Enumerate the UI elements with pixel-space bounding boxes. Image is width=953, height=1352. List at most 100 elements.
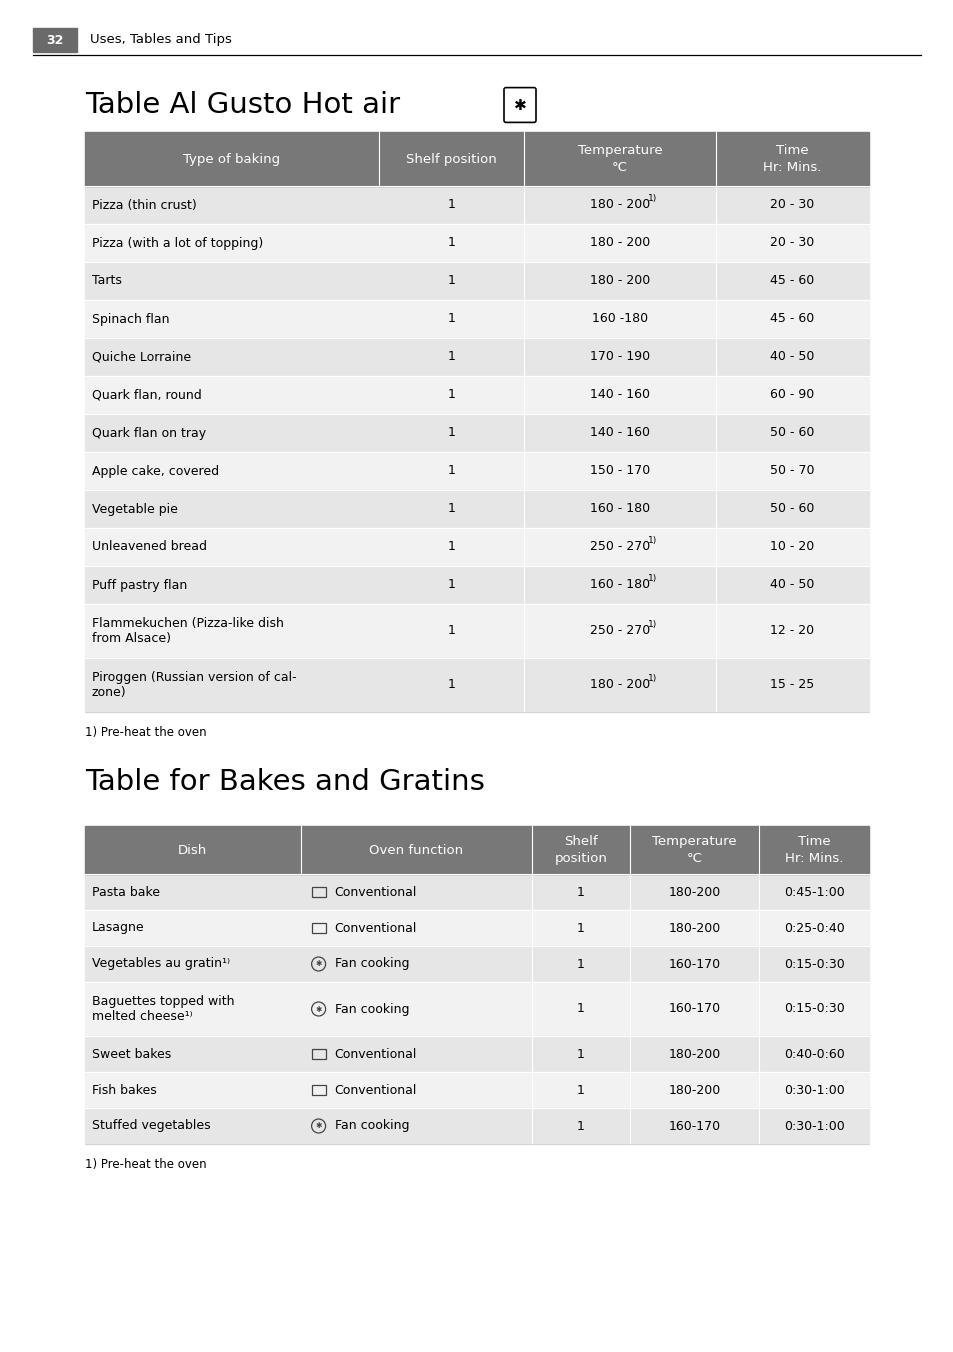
Text: Fish bakes: Fish bakes — [91, 1083, 156, 1096]
Text: 40 - 50: 40 - 50 — [770, 579, 814, 592]
Text: 1: 1 — [447, 579, 455, 592]
Bar — [532, 826, 629, 873]
Text: Temperature
°C: Temperature °C — [652, 836, 736, 865]
Text: ✱: ✱ — [315, 1122, 321, 1130]
Bar — [85, 946, 868, 982]
Text: 50 - 60: 50 - 60 — [770, 503, 814, 515]
Text: Oven function: Oven function — [369, 844, 463, 857]
Text: Pasta bake: Pasta bake — [91, 886, 160, 899]
Text: Vegetables au gratin¹⁾: Vegetables au gratin¹⁾ — [91, 957, 230, 971]
Bar — [85, 262, 868, 300]
Text: 0:30-1:00: 0:30-1:00 — [783, 1083, 843, 1096]
Text: 1: 1 — [447, 350, 455, 364]
Text: 15 - 25: 15 - 25 — [770, 679, 814, 691]
Text: 160-170: 160-170 — [668, 1002, 720, 1015]
Text: 180 - 200: 180 - 200 — [589, 199, 650, 211]
Bar — [85, 873, 868, 910]
Text: 0:45-1:00: 0:45-1:00 — [783, 886, 843, 899]
Text: Temperature
°C: Temperature °C — [578, 145, 661, 174]
Text: 1): 1) — [648, 195, 657, 204]
Text: Unleavened bread: Unleavened bread — [91, 541, 207, 553]
Text: 0:15-0:30: 0:15-0:30 — [783, 1002, 843, 1015]
Bar — [85, 1109, 868, 1144]
Bar — [85, 224, 868, 262]
Text: Shelf
position: Shelf position — [554, 836, 607, 865]
Text: 180 - 200: 180 - 200 — [589, 274, 650, 288]
Bar — [85, 826, 300, 873]
Text: Conventional: Conventional — [335, 886, 416, 899]
Bar — [85, 338, 868, 376]
Text: 40 - 50: 40 - 50 — [770, 350, 814, 364]
Text: 1: 1 — [577, 922, 584, 934]
Text: 180-200: 180-200 — [668, 1083, 720, 1096]
Text: 1: 1 — [447, 465, 455, 477]
Text: Conventional: Conventional — [335, 1048, 416, 1060]
Bar — [85, 1072, 868, 1109]
Text: 1: 1 — [447, 503, 455, 515]
Text: 1): 1) — [648, 675, 657, 684]
Text: 45 - 60: 45 - 60 — [770, 312, 814, 326]
Text: Time
Hr: Mins.: Time Hr: Mins. — [762, 145, 821, 174]
Text: 160-170: 160-170 — [668, 957, 720, 971]
Text: Flammekuchen (Pizza-like dish
from Alsace): Flammekuchen (Pizza-like dish from Alsac… — [91, 617, 284, 645]
Text: 60 - 90: 60 - 90 — [770, 388, 814, 402]
Text: 20 - 30: 20 - 30 — [770, 199, 814, 211]
Bar — [85, 529, 868, 566]
Bar — [85, 982, 868, 1036]
Bar — [85, 187, 868, 224]
Text: 10 - 20: 10 - 20 — [770, 541, 814, 553]
Text: 160 - 180: 160 - 180 — [589, 579, 649, 592]
Text: 180 - 200: 180 - 200 — [589, 679, 650, 691]
Text: 1: 1 — [577, 1048, 584, 1060]
Text: 1: 1 — [577, 1002, 584, 1015]
Text: 1): 1) — [648, 621, 657, 630]
Text: Table Al Gusto Hot air: Table Al Gusto Hot air — [85, 91, 399, 119]
Text: Sweet bakes: Sweet bakes — [91, 1048, 172, 1060]
Text: 12 - 20: 12 - 20 — [770, 625, 814, 638]
Text: Fan cooking: Fan cooking — [335, 1002, 409, 1015]
Text: Puff pastry flan: Puff pastry flan — [91, 579, 187, 592]
Text: 1: 1 — [447, 199, 455, 211]
Text: Piroggen (Russian version of cal-
zone): Piroggen (Russian version of cal- zone) — [91, 671, 296, 699]
Bar — [85, 376, 868, 414]
Text: 140 - 160: 140 - 160 — [590, 426, 649, 439]
Text: Tarts: Tarts — [91, 274, 122, 288]
Text: Dish: Dish — [178, 844, 207, 857]
Text: 0:25-0:40: 0:25-0:40 — [783, 922, 843, 934]
Text: 1) Pre-heat the oven: 1) Pre-heat the oven — [85, 1159, 207, 1171]
Bar — [759, 826, 868, 873]
Text: Time
Hr: Mins.: Time Hr: Mins. — [784, 836, 842, 865]
Text: Quiche Lorraine: Quiche Lorraine — [91, 350, 191, 364]
Text: 180-200: 180-200 — [668, 886, 720, 899]
Text: 180 - 200: 180 - 200 — [589, 237, 650, 250]
Bar — [85, 1036, 868, 1072]
Bar — [85, 414, 868, 452]
Text: 1) Pre-heat the oven: 1) Pre-heat the oven — [85, 726, 207, 740]
Text: 250 - 270: 250 - 270 — [589, 541, 650, 553]
Text: Table for Bakes and Gratins: Table for Bakes and Gratins — [85, 768, 484, 796]
Text: 1: 1 — [447, 625, 455, 638]
Text: Pizza (with a lot of topping): Pizza (with a lot of topping) — [91, 237, 263, 250]
Bar — [85, 132, 378, 187]
Text: Uses, Tables and Tips: Uses, Tables and Tips — [90, 34, 232, 46]
Bar — [300, 826, 532, 873]
Text: Type of baking: Type of baking — [183, 153, 280, 165]
Text: 160 - 180: 160 - 180 — [589, 503, 649, 515]
Text: 160-170: 160-170 — [668, 1119, 720, 1133]
Text: 160 -180: 160 -180 — [592, 312, 647, 326]
Text: 1: 1 — [447, 426, 455, 439]
Text: 1): 1) — [648, 575, 657, 584]
Text: Stuffed vegetables: Stuffed vegetables — [91, 1119, 211, 1133]
Text: 1): 1) — [648, 537, 657, 545]
Text: ✱: ✱ — [513, 97, 526, 112]
Bar — [85, 489, 868, 529]
Bar — [85, 452, 868, 489]
Text: 1: 1 — [447, 679, 455, 691]
Bar — [378, 132, 523, 187]
Text: 1: 1 — [577, 1119, 584, 1133]
Text: 140 - 160: 140 - 160 — [590, 388, 649, 402]
Text: 1: 1 — [577, 886, 584, 899]
Bar — [85, 566, 868, 604]
Text: 45 - 60: 45 - 60 — [770, 274, 814, 288]
Text: 32: 32 — [47, 34, 64, 46]
